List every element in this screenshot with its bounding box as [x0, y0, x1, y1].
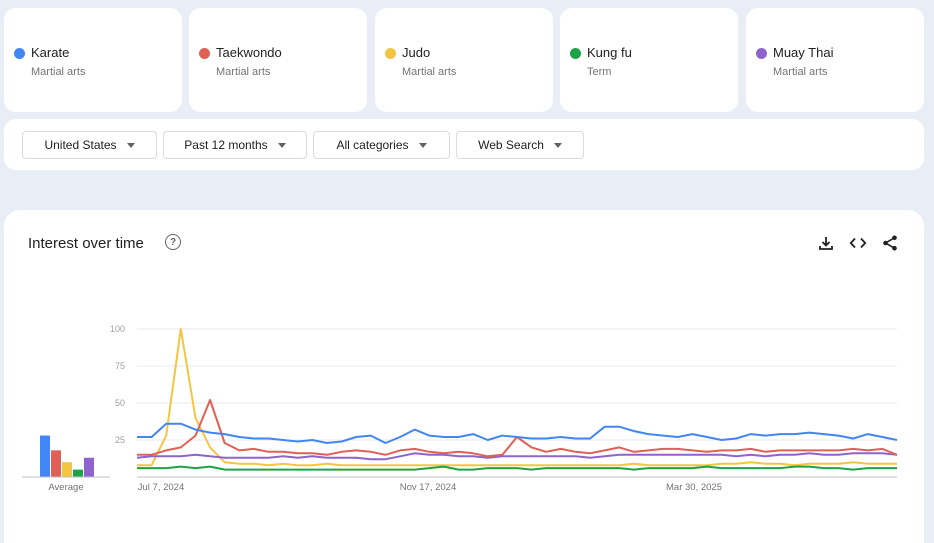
y-tick-label: 50 — [115, 398, 125, 408]
term-color-dot — [14, 48, 25, 59]
x-tick-label: Nov 17, 2024 — [400, 482, 457, 493]
chart-gridlines: 100 75 50 25 — [110, 324, 897, 478]
series-line-muay-thai[interactable] — [136, 452, 898, 461]
term-name: Taekwondo — [216, 45, 282, 60]
term-name: Kung fu — [587, 45, 632, 60]
term-card-muay-thai[interactable]: Muay Thai Martial arts — [746, 8, 924, 112]
series-line-taekwondo[interactable] — [137, 399, 898, 458]
term-color-dot — [385, 48, 396, 59]
term-subtitle: Martial arts — [216, 66, 271, 78]
search-type-dropdown[interactable]: Web Search — [456, 131, 584, 159]
average-bar-kung-fu — [73, 469, 83, 477]
category-dropdown-label: All categories — [336, 138, 409, 152]
search-type-dropdown-label: Web Search — [478, 138, 544, 152]
y-tick-label: 75 — [115, 361, 125, 371]
x-axis-ticks: Jul 7, 2024 Nov 17, 2024 Mar 30, 2025 — [138, 482, 722, 493]
y-tick-label: 100 — [110, 324, 125, 334]
term-card-taekwondo[interactable]: Taekwondo Martial arts — [189, 8, 367, 112]
series-line-judo[interactable] — [137, 328, 897, 467]
interest-over-time-chart: Average 100 75 50 25 Jul 7, 2024 Nov 17, 202… — [22, 324, 898, 493]
average-bar-judo — [62, 462, 72, 477]
average-bar-karate — [40, 435, 50, 477]
term-name: Judo — [402, 45, 431, 60]
caret-down-icon — [418, 142, 427, 148]
region-dropdown-label: United States — [44, 138, 117, 152]
interest-over-time-panel: Interest over time ? Average 100 75 50 25 J… — [4, 210, 924, 543]
term-color-dot — [756, 48, 767, 59]
term-name: Karate — [31, 45, 70, 60]
help-circle-icon[interactable]: ? — [165, 234, 181, 250]
chart-series — [136, 328, 898, 471]
term-subtitle: Term — [587, 66, 612, 78]
download-icon[interactable] — [817, 234, 835, 252]
time-range-dropdown-label: Past 12 months — [184, 138, 268, 152]
y-tick-label: 25 — [115, 435, 125, 445]
caret-down-icon — [553, 142, 562, 148]
term-name: Muay Thai — [773, 45, 834, 60]
term-subtitle: Martial arts — [773, 66, 828, 78]
region-dropdown[interactable]: United States — [22, 131, 157, 159]
filter-bar: United States Past 12 months All categor… — [4, 119, 924, 170]
x-tick-label: Jul 7, 2024 — [138, 482, 184, 493]
average-bar-chart: Average — [22, 435, 110, 493]
term-card-kung-fu[interactable]: Kung fu Term — [560, 8, 738, 112]
term-card-karate[interactable]: Karate Martial arts — [4, 8, 182, 112]
search-terms-bar: Karate Martial arts Taekwondo Martial ar… — [4, 8, 924, 112]
average-label: Average — [48, 482, 83, 493]
caret-down-icon — [277, 142, 286, 148]
average-bar-taekwondo — [51, 450, 61, 477]
time-range-dropdown[interactable]: Past 12 months — [163, 131, 307, 159]
x-tick-label: Mar 30, 2025 — [666, 482, 722, 493]
series-line-karate[interactable] — [137, 422, 898, 444]
average-bar-muay-thai — [84, 457, 94, 477]
series-line-kung-fu[interactable] — [137, 465, 897, 471]
caret-down-icon — [126, 142, 135, 148]
panel-title: Interest over time — [28, 235, 144, 252]
code-icon[interactable] — [849, 234, 867, 252]
share-icon[interactable] — [881, 234, 899, 252]
term-color-dot — [570, 48, 581, 59]
term-subtitle: Martial arts — [31, 66, 86, 78]
category-dropdown[interactable]: All categories — [313, 131, 450, 159]
term-card-judo[interactable]: Judo Martial arts — [375, 8, 553, 112]
term-subtitle: Martial arts — [402, 66, 457, 78]
term-color-dot — [199, 48, 210, 59]
